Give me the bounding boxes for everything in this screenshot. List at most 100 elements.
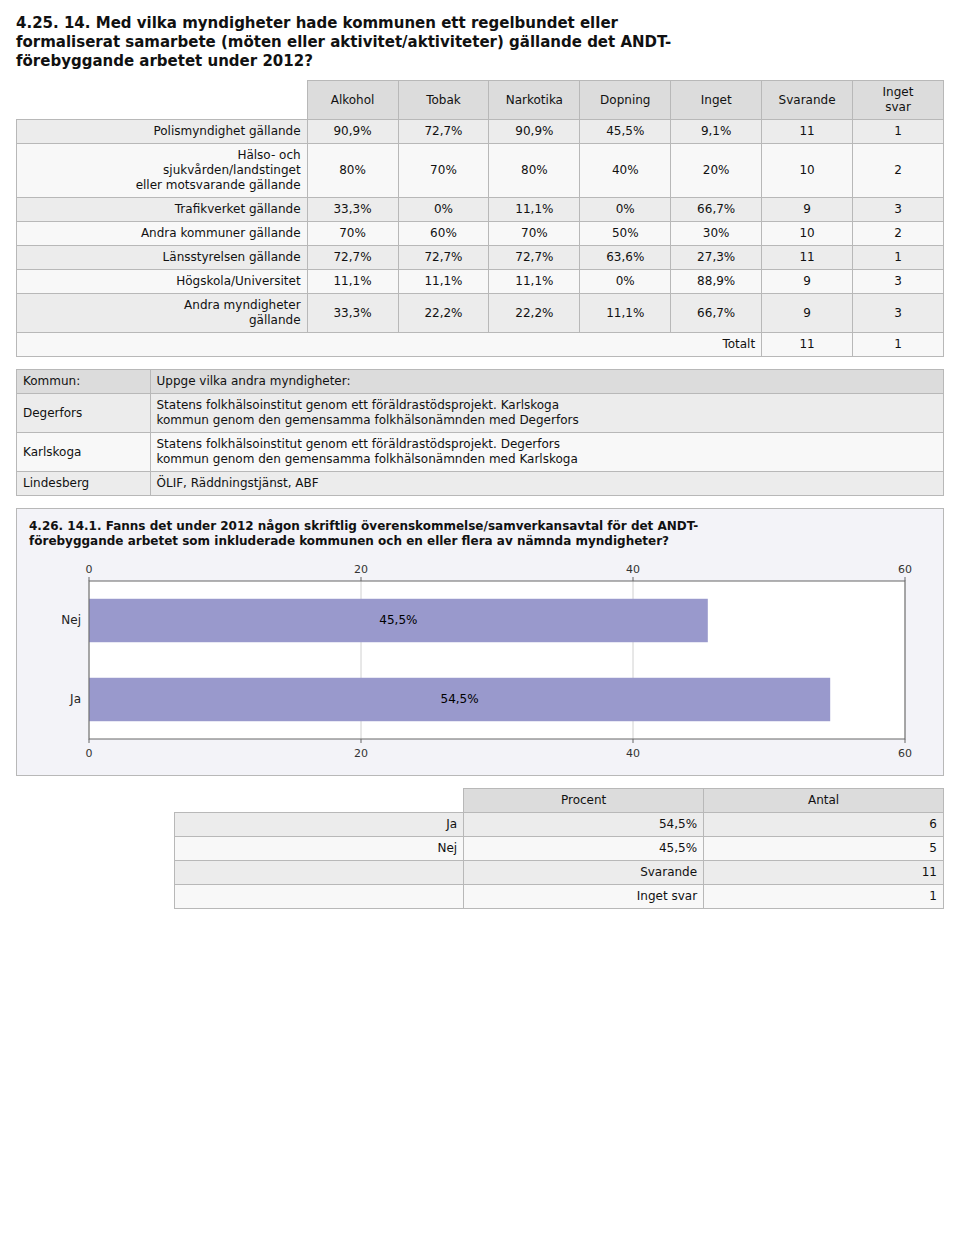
row-label: Hälso- och sjukvården/landstinget eller …	[17, 144, 308, 198]
table-cell: 54,5%	[464, 813, 704, 837]
table-cell: 1	[853, 120, 944, 144]
table-row: Trafikverket gällande33,3%0%11,1%0%66,7%…	[17, 198, 944, 222]
table-cell: 11	[704, 861, 944, 885]
column-header: Tobak	[398, 81, 489, 120]
column-header: Dopning	[580, 81, 671, 120]
table-cell: 5	[704, 837, 944, 861]
total-value: 11	[762, 333, 853, 357]
row-label: Polismyndighet gällande	[17, 120, 308, 144]
table-cell: 11,1%	[489, 270, 580, 294]
table-cell: 9	[762, 198, 853, 222]
column-header: Inget svar	[853, 81, 944, 120]
row-label: Högskola/Universitet	[17, 270, 308, 294]
bars	[89, 599, 830, 721]
table-row: Polismyndighet gällande90,9%72,7%90,9%45…	[17, 120, 944, 144]
table-row: Svarande11	[174, 861, 943, 885]
tick-mark	[361, 577, 362, 581]
table-cell: 10	[762, 222, 853, 246]
table-cell: 11	[762, 246, 853, 270]
page: 4.25. 14. Med vilka myndigheter hade kom…	[0, 0, 960, 935]
table-cell: Statens folkhälsoinstitut genom ett förä…	[150, 394, 944, 433]
row-label	[174, 885, 463, 909]
row-label: Andra myndigheter gällande	[17, 294, 308, 333]
table-cell: Statens folkhälsoinstitut genom ett förä…	[150, 433, 944, 472]
data-label: 54,5%	[441, 692, 479, 706]
header-row: AlkoholTobakNarkotikaDopningIngetSvarand…	[17, 81, 944, 120]
column-header: Procent	[464, 789, 704, 813]
tick-mark	[905, 739, 906, 743]
table-row: Inget svar1	[174, 885, 943, 909]
total-label: Totalt	[17, 333, 762, 357]
table-cell: 45,5%	[464, 837, 704, 861]
table-cell: 80%	[489, 144, 580, 198]
table-cell: 50%	[580, 222, 671, 246]
table-cell: 6	[704, 813, 944, 837]
category-label: Nej	[61, 613, 81, 627]
column-header: Uppge vilka andra myndigheter:	[150, 370, 944, 394]
tick-label: 40	[626, 747, 640, 760]
chart-title: 4.26. 14.1. Fanns det under 2012 någon s…	[29, 519, 931, 549]
table-head: ProcentAntal	[174, 789, 943, 813]
tick-mark	[89, 577, 90, 581]
total-row: Totalt111	[17, 333, 944, 357]
table-cell: 90,9%	[489, 120, 580, 144]
row-label: Länsstyrelsen gällande	[17, 246, 308, 270]
table-cell: 22,2%	[489, 294, 580, 333]
table-head: AlkoholTobakNarkotikaDopningIngetSvarand…	[17, 81, 944, 120]
table-row: KarlskogaStatens folkhälsoinstitut genom…	[17, 433, 944, 472]
table-cell: 72,7%	[307, 246, 398, 270]
table-row: Högskola/Universitet11,1%11,1%11,1%0%88,…	[17, 270, 944, 294]
table-cell: 70%	[307, 222, 398, 246]
table-body: Polismyndighet gällande90,9%72,7%90,9%45…	[17, 120, 944, 357]
column-header: Alkohol	[307, 81, 398, 120]
table-cell: 90,9%	[307, 120, 398, 144]
bar	[89, 599, 708, 642]
table-cell: ÖLIF, Räddningstjänst, ABF	[150, 472, 944, 496]
row-label: Degerfors	[17, 394, 151, 433]
bar	[89, 678, 830, 721]
table-cell: 3	[853, 270, 944, 294]
row-label	[174, 861, 463, 885]
table-cell: 2	[853, 222, 944, 246]
header-row: Kommun:Uppge vilka andra myndigheter:	[17, 370, 944, 394]
tick-mark	[633, 577, 634, 581]
table-cell: 3	[853, 294, 944, 333]
tick-label: 20	[354, 747, 368, 760]
tick-mark	[633, 739, 634, 743]
table-body: DegerforsStatens folkhälsoinstitut genom…	[17, 394, 944, 496]
table-cell: 66,7%	[671, 198, 762, 222]
data-label: 45,5%	[379, 613, 417, 627]
table-cell: 70%	[489, 222, 580, 246]
table-cell: 27,3%	[671, 246, 762, 270]
table-cell: 0%	[580, 198, 671, 222]
table-cell: 33,3%	[307, 198, 398, 222]
column-header: Inget	[671, 81, 762, 120]
tick-label: 60	[898, 563, 912, 576]
header-row: ProcentAntal	[174, 789, 943, 813]
table-cell: 72,7%	[398, 246, 489, 270]
row-label: Karlskoga	[17, 433, 151, 472]
table: AlkoholTobakNarkotikaDopningIngetSvarand…	[16, 80, 944, 357]
row-label: Trafikverket gällande	[17, 198, 308, 222]
table-cell: 72,7%	[398, 120, 489, 144]
bar-chart: 00202040406060JaNej54,5%45,5%	[29, 555, 929, 765]
header-blank	[174, 789, 463, 813]
table-cell: 30%	[671, 222, 762, 246]
tick-mark	[905, 577, 906, 581]
table-cell: 22,2%	[398, 294, 489, 333]
tick-mark	[89, 739, 90, 743]
table-cell: 88,9%	[671, 270, 762, 294]
table-row: Andra myndigheter gällande33,3%22,2%22,2…	[17, 294, 944, 333]
plot-background	[89, 581, 905, 739]
table-cell: 0%	[398, 198, 489, 222]
table-cell: 1	[704, 885, 944, 909]
table: Kommun:Uppge vilka andra myndigheter:Deg…	[16, 369, 944, 496]
tick-label: 0	[86, 563, 93, 576]
table-row: Länsstyrelsen gällande72,7%72,7%72,7%63,…	[17, 246, 944, 270]
table-cell: 80%	[307, 144, 398, 198]
table-body: Ja54,5%6Nej45,5%5Svarande11Inget svar1	[174, 813, 943, 909]
table-cell: 11,1%	[489, 198, 580, 222]
table: ProcentAntalJa54,5%6Nej45,5%5Svarande11I…	[174, 788, 944, 909]
table-row: DegerforsStatens folkhälsoinstitut genom…	[17, 394, 944, 433]
row-label: Lindesberg	[17, 472, 151, 496]
